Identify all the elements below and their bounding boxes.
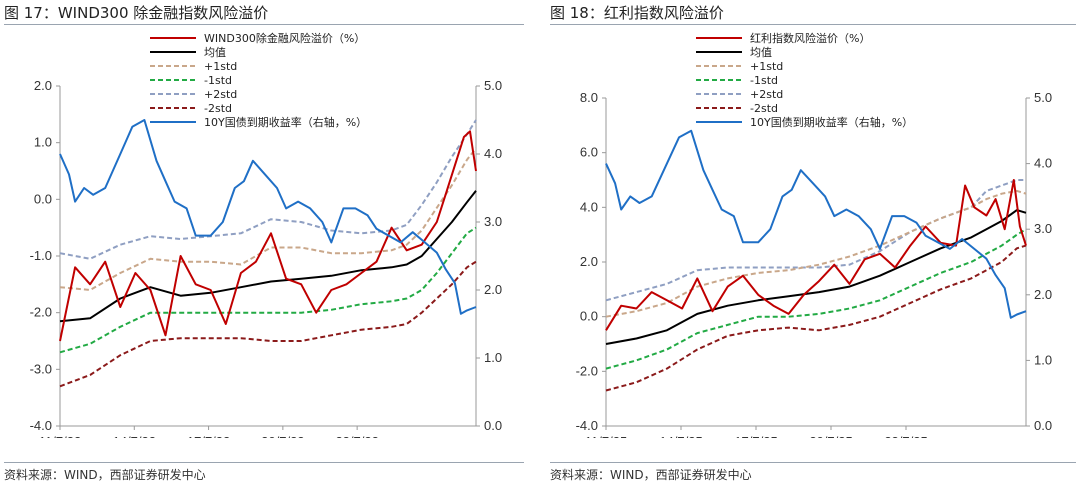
x-tick-label: 23/7/22	[335, 434, 378, 438]
legend-label-minus2: -2std	[204, 102, 232, 115]
legend-label-mean: 均值	[204, 46, 226, 59]
series-line-yield	[59, 119, 477, 315]
legend-label-plus2: +2std	[204, 88, 237, 101]
x-tick-label: 14/7/22	[113, 434, 156, 438]
y-left-tick-label: 8.0	[580, 90, 598, 105]
x-tick-label: 17/7/25	[734, 434, 777, 438]
legend-label-plus1: +1std	[750, 60, 783, 73]
y-right-tick-label: 1.0	[1034, 352, 1052, 367]
x-tick-label: 17/7/22	[187, 434, 230, 438]
x-tick-label: 11/7/25	[585, 434, 627, 438]
y-left-tick-label: -1.0	[30, 248, 52, 263]
legend-label-mean: 均值	[750, 46, 772, 59]
series-line-premium	[59, 130, 477, 342]
source-note: 资料来源：WIND，西部证券研发中心	[550, 468, 752, 482]
legend-label-plus2: +2std	[750, 88, 783, 101]
legend-label-premium: WIND300除金融风险溢价（%）	[204, 31, 365, 45]
legend-label-minus2: -2std	[750, 102, 778, 115]
legend-label-premium: 红利指数风险溢价（%）	[750, 31, 870, 45]
series-line-plus2	[605, 179, 1026, 302]
legend-label-yield: 10Y国债到期收益率（右轴，%）	[750, 115, 913, 129]
legend-label-plus1: +1std	[204, 60, 237, 73]
y-right-tick-label: 0.0	[1034, 418, 1052, 433]
source-rule	[550, 462, 1076, 463]
y-left-tick-label: 2.0	[34, 78, 52, 93]
y-right-tick-label: 3.0	[1034, 221, 1052, 236]
series-line-minus1	[59, 226, 477, 354]
title-rule	[4, 24, 524, 25]
y-right-tick-label: 4.0	[1034, 156, 1052, 171]
line-chart: 2.0 1.0 0.0 -1.0 -2.0 -3.0 -4.0 5.0 4.0 3.0 2.0 1.0…	[30, 31, 502, 438]
line-chart: 8.0 6.0 4.0 2.0 0.0 -2.0 -4.0 5.0 4.0 3.0 2.0 1.0 0.…	[576, 31, 1052, 438]
figure-title: 图 17：WIND300 除金融指数风险溢价	[4, 4, 269, 22]
source-note: 资料来源：WIND，西部证券研发中心	[4, 468, 206, 482]
x-tick-label: 23/7/25	[884, 434, 927, 438]
series-line-mean	[59, 190, 477, 323]
series-line-minus2	[605, 244, 1027, 392]
y-right-tick-label: 5.0	[1034, 90, 1052, 105]
y-right-tick-label: 5.0	[484, 78, 502, 93]
y-right-tick-label: 2.0	[1034, 287, 1052, 302]
title-rule	[550, 24, 1076, 25]
chart-panel-right: 图 18：红利指数风险溢价 8.0 6.0 4.0 2.0 0.0 -2.0 -4.0 5.0…	[546, 0, 1080, 484]
y-left-tick-label: 2.0	[580, 254, 598, 269]
series-line-plus1	[605, 189, 1027, 318]
y-left-tick-label: 4.0	[580, 199, 598, 214]
y-right-tick-label: 1.0	[484, 350, 502, 365]
series-line-premium	[605, 179, 1027, 331]
source-rule	[4, 462, 524, 463]
figure-title: 图 18：红利指数风险溢价	[550, 4, 724, 22]
series-line-plus1	[59, 147, 477, 291]
series-line-yield	[605, 129, 1027, 319]
x-tick-label: 11/7/22	[39, 434, 81, 438]
y-left-tick-label: 1.0	[34, 135, 52, 150]
legend-label-minus1: -1std	[204, 74, 232, 87]
series-line-plus2	[59, 119, 477, 260]
x-tick-label: 14/7/25	[659, 434, 702, 438]
x-tick-label: 20/7/22	[261, 434, 304, 438]
legend-label-minus1: -1std	[750, 74, 778, 87]
y-left-tick-label: 0.0	[580, 309, 598, 324]
y-right-tick-label: 2.0	[484, 282, 502, 297]
y-left-tick-label: -3.0	[30, 361, 52, 376]
series-line-mean	[605, 209, 1027, 345]
y-left-tick-label: -4.0	[30, 418, 52, 433]
y-left-tick-label: -2.0	[30, 305, 52, 320]
y-right-tick-label: 3.0	[484, 214, 502, 229]
x-tick-label: 20/7/25	[809, 434, 852, 438]
y-right-tick-label: 4.0	[484, 146, 502, 161]
y-right-tick-label: 0.0	[484, 418, 502, 433]
legend-label-yield: 10Y国债到期收益率（右轴，%）	[204, 115, 367, 129]
series-line-minus1	[605, 228, 1027, 370]
series-line-minus2	[59, 260, 477, 388]
y-left-tick-label: 0.0	[34, 191, 52, 206]
chart-panel-left: 图 17：WIND300 除金融指数风险溢价 2.0 1.0 0.0 -1.0 -2.0…	[0, 0, 528, 484]
y-left-tick-label: -4.0	[576, 418, 598, 433]
y-left-tick-label: -2.0	[576, 363, 598, 378]
y-left-tick-label: 6.0	[580, 145, 598, 160]
